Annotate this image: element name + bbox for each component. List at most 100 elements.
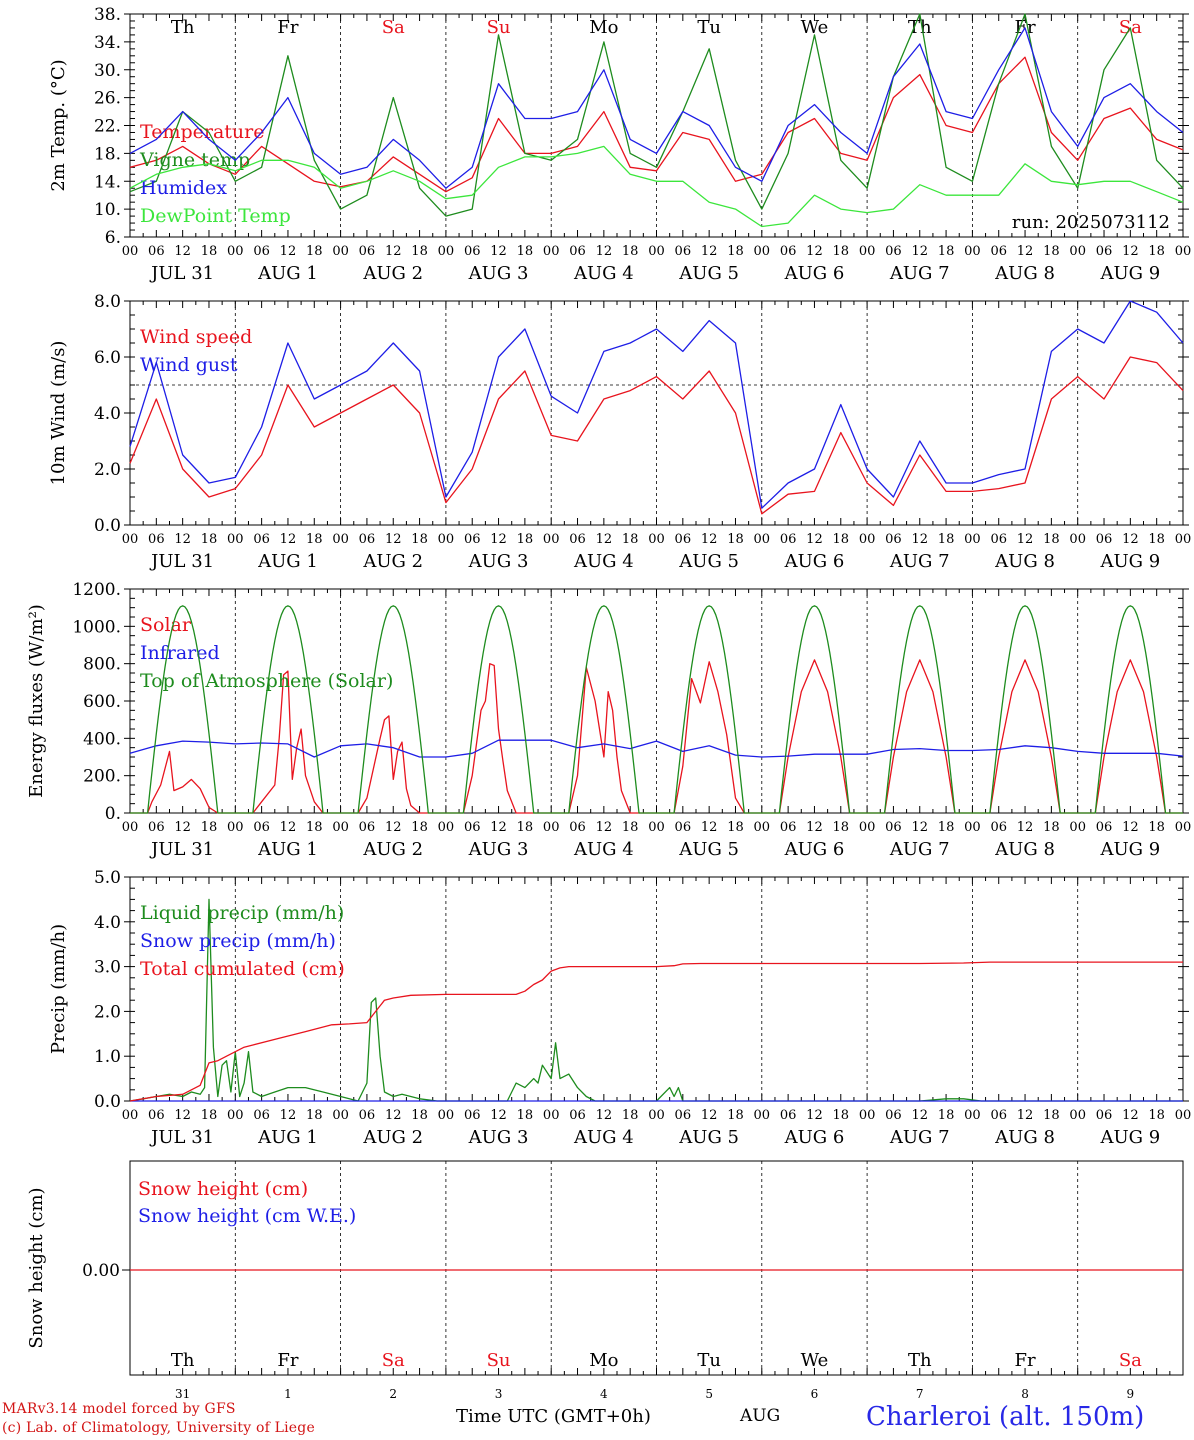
x-hour-label: 06 — [148, 820, 165, 835]
x-hour-label: 06 — [359, 820, 376, 835]
x-hour-label: 06 — [780, 1108, 797, 1123]
series-line-total-cumulated-cm- — [129, 961, 1183, 1102]
x-date-label: AUG 9 — [1099, 1127, 1160, 1148]
y-tick-label: 1.0 — [94, 1047, 121, 1067]
x-hour-label: 18 — [411, 532, 428, 547]
x-hour-label: 06 — [1096, 1108, 1113, 1123]
x-hour-label: 12 — [911, 1108, 928, 1123]
x-hour-label: 06 — [780, 820, 797, 835]
series-line-wind-gust — [129, 300, 1184, 509]
x-hour-label: 00 — [648, 532, 665, 547]
meteogram-panels: 6.10.14.18.22.26.30.34.38.2m Temp. (°C)0… — [26, 5, 1191, 1401]
x-date-label: AUG 3 — [468, 839, 529, 860]
series-line-humidex — [129, 27, 1184, 189]
x-hour-label: 12 — [806, 532, 823, 547]
x-date-label: AUG 5 — [678, 263, 739, 284]
x-hour-label: 18 — [201, 820, 218, 835]
x-hour-label: 18 — [306, 1108, 323, 1123]
x-hour-label: 00 — [859, 532, 876, 547]
x-hour-label: 06 — [1096, 820, 1113, 835]
legend-entry: Snow precip (mm/h) — [140, 930, 336, 952]
x-hour-label: 18 — [517, 532, 534, 547]
x-hour-label: 12 — [596, 244, 613, 259]
weekday-label: Su — [487, 1350, 511, 1371]
x-date-label: AUG 1 — [257, 1127, 318, 1148]
x-hour-label: 06 — [148, 1108, 165, 1123]
x-hour-label: 06 — [885, 532, 902, 547]
x-hour-label: 00 — [859, 820, 876, 835]
weekday-label: Fr — [277, 1350, 298, 1371]
x-hour-label: 06 — [464, 820, 481, 835]
panel-2: 0.0 2.0 4.0 6.0 8.0 10m Wind (m/s) 00 06 12 18 00 0… — [48, 292, 1191, 572]
x-hour-label: 06 — [253, 1108, 270, 1123]
x-hour-label: 00 — [227, 1108, 244, 1123]
x-hour-label: 18 — [517, 820, 534, 835]
x-hour-label: 00 — [122, 532, 139, 547]
x-hour-label: 00 — [1069, 244, 1086, 259]
x-date-label: AUG 4 — [573, 1127, 634, 1148]
panel-1: 6. 10. 14. 18. 22. 26. 30. 34. 38. 2m Temp. (°C) 0… — [48, 5, 1191, 284]
x-date-label: JUL 31 — [149, 263, 214, 284]
y-tick-label: 5.0 — [94, 868, 121, 888]
y-tick-label: 14. — [94, 172, 121, 192]
x-hour-label: 18 — [833, 532, 850, 547]
x-hour-label: 00 — [227, 244, 244, 259]
x-date-label: AUG 9 — [1099, 551, 1160, 572]
weekday-label: Sa — [382, 17, 405, 38]
location-title: Charleroi (alt. 150m) — [866, 1402, 1145, 1432]
day-number-label: 4 — [600, 1387, 608, 1401]
x-hour-label: 18 — [306, 244, 323, 259]
x-date-label: AUG 2 — [362, 839, 423, 860]
panel-3: 0. 200. 400. 600. 800. 1000. 1200. Energy fluxe… — [26, 580, 1191, 860]
day-number-label: 1 — [284, 1387, 292, 1401]
x-date-label: AUG 9 — [1099, 839, 1160, 860]
x-hour-label: 12 — [1017, 532, 1034, 547]
weekday-label: Tu — [697, 17, 721, 38]
x-hour-label: 06 — [990, 244, 1007, 259]
x-hour-label: 18 — [1148, 1108, 1165, 1123]
y-axis-label: Snow height (cm) — [26, 1187, 47, 1348]
x-hour-label: 00 — [1175, 1108, 1192, 1123]
y-tick-label: 26. — [94, 89, 121, 109]
legend-entry: Solar — [140, 614, 192, 636]
x-hour-label: 06 — [359, 532, 376, 547]
legend-entry: Infrared — [140, 642, 220, 664]
y-tick-label: 10. — [94, 200, 121, 220]
x-hour-label: 12 — [1122, 244, 1139, 259]
x-hour-label: 06 — [780, 244, 797, 259]
x-hour-label: 00 — [754, 244, 771, 259]
x-hour-label: 12 — [490, 532, 507, 547]
y-tick-label: 400. — [83, 729, 121, 749]
y-tick-label: 1000. — [72, 617, 121, 637]
x-hour-label: 12 — [596, 820, 613, 835]
panel-4: 0.0 1.0 2.0 3.0 4.0 5.0 Precip (mm/h) 00 06 12 18 0… — [48, 868, 1191, 1148]
x-hour-label: 00 — [964, 532, 981, 547]
x-date-label: AUG 6 — [784, 839, 845, 860]
y-tick-label: 2.0 — [94, 1002, 121, 1022]
x-hour-label: 06 — [569, 244, 586, 259]
x-hour-label: 12 — [806, 820, 823, 835]
y-tick-label: 6. — [105, 228, 121, 248]
x-date-label: AUG 5 — [678, 1127, 739, 1148]
x-hour-label: 06 — [253, 820, 270, 835]
x-date-label: JUL 31 — [149, 551, 214, 572]
y-tick-label: 600. — [83, 692, 121, 712]
x-hour-label: 00 — [543, 532, 560, 547]
x-hour-label: 00 — [332, 820, 349, 835]
y-tick-label: 30. — [94, 61, 121, 81]
x-hour-label: 18 — [1043, 1108, 1060, 1123]
y-tick-label: 3.0 — [94, 958, 121, 978]
x-hour-label: 12 — [385, 244, 402, 259]
y-tick-label: 0.0 — [94, 1092, 121, 1112]
legend-entry: Wind speed — [140, 326, 252, 348]
x-hour-label: 06 — [253, 532, 270, 547]
x-hour-label: 06 — [359, 1108, 376, 1123]
x-hour-label: 18 — [1043, 244, 1060, 259]
x-hour-label: 12 — [1017, 820, 1034, 835]
x-hour-label: 00 — [964, 820, 981, 835]
x-hour-label: 12 — [385, 1108, 402, 1123]
x-hour-label: 12 — [806, 1108, 823, 1123]
day-number-label: 7 — [916, 1387, 924, 1401]
time-axis-label: Time UTC (GMT+0h) — [456, 1406, 651, 1427]
